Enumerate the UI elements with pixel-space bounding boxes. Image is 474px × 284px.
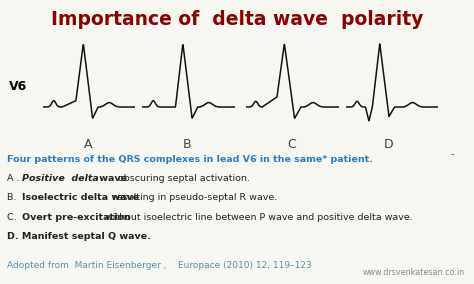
Text: www.drsvenkatesan.co.in: www.drsvenkatesan.co.in (363, 268, 465, 277)
Text: Positive  delta: Positive delta (22, 174, 99, 183)
Text: B: B (183, 138, 191, 151)
Text: Importance of  delta wave  polarity: Importance of delta wave polarity (51, 10, 423, 29)
Text: resulting in pseudo-septal R wave.: resulting in pseudo-septal R wave. (110, 193, 277, 202)
Text: Isoelectric delta wave: Isoelectric delta wave (22, 193, 139, 202)
Text: V6: V6 (9, 80, 27, 93)
Text: D: D (384, 138, 393, 151)
Text: obscuring septal activation.: obscuring septal activation. (115, 174, 250, 183)
Text: C: C (287, 138, 296, 151)
Text: wave: wave (96, 174, 127, 183)
Text: -: - (451, 149, 455, 159)
Text: Four patterns of the QRS complexes in lead V6 in the same* patient.: Four patterns of the QRS complexes in le… (7, 155, 373, 164)
Text: B.: B. (7, 193, 19, 202)
Text: Adopted from  Martin Eisenberger ,    Europace (2010) 12, 119–123: Adopted from Martin Eisenberger , Europa… (7, 261, 312, 270)
Text: Overt pre-excitation: Overt pre-excitation (22, 213, 131, 222)
Text: C.: C. (7, 213, 20, 222)
Text: D. Manifest septal Q wave.: D. Manifest septal Q wave. (7, 232, 151, 241)
Text: without isoelectric line between P wave and positive delta wave.: without isoelectric line between P wave … (102, 213, 413, 222)
Text: A .: A . (7, 174, 19, 183)
Text: A: A (83, 138, 92, 151)
